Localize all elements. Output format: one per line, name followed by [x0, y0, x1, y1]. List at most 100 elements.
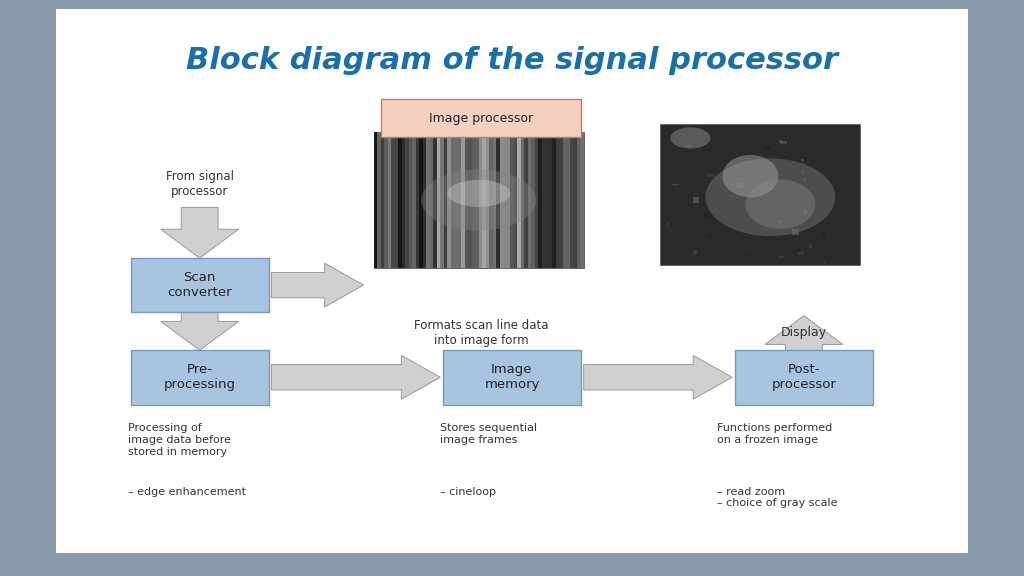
Text: – cineloop: – cineloop — [440, 487, 497, 497]
FancyBboxPatch shape — [381, 99, 581, 137]
Bar — [436, 132, 440, 268]
Bar — [549, 132, 552, 268]
Bar — [478, 132, 482, 268]
Text: Scan
converter: Scan converter — [167, 271, 232, 299]
Bar — [374, 132, 377, 268]
Bar — [778, 256, 783, 258]
Bar — [413, 132, 416, 268]
Bar — [755, 253, 762, 256]
Bar — [698, 175, 701, 177]
Bar — [778, 221, 781, 222]
Ellipse shape — [706, 158, 836, 236]
Ellipse shape — [671, 127, 711, 149]
Bar — [433, 132, 436, 268]
Bar — [489, 132, 493, 268]
Polygon shape — [161, 312, 239, 350]
Bar — [809, 244, 812, 248]
Ellipse shape — [447, 180, 510, 207]
Bar — [443, 132, 447, 268]
Bar — [377, 132, 381, 268]
Bar — [455, 132, 458, 268]
Bar — [804, 210, 807, 215]
Bar — [440, 132, 443, 268]
FancyBboxPatch shape — [442, 350, 582, 405]
Bar — [667, 228, 672, 233]
Text: Pre-
processing: Pre- processing — [164, 363, 236, 391]
Bar — [482, 132, 485, 268]
Bar — [531, 132, 535, 268]
Bar — [777, 194, 779, 195]
Bar — [673, 184, 679, 186]
Bar — [542, 132, 545, 268]
Bar — [398, 132, 401, 268]
Bar — [468, 132, 472, 268]
Bar — [416, 132, 419, 268]
Bar — [821, 232, 825, 237]
Bar — [804, 178, 807, 180]
Bar — [727, 175, 734, 177]
Bar — [426, 132, 430, 268]
Bar — [787, 240, 791, 242]
Bar — [374, 132, 584, 268]
Bar — [485, 132, 489, 268]
Polygon shape — [271, 263, 364, 307]
Bar — [808, 157, 814, 159]
Bar — [559, 132, 562, 268]
Bar — [781, 141, 787, 144]
Bar — [556, 132, 559, 268]
Bar — [563, 132, 566, 268]
Bar — [465, 132, 468, 268]
Ellipse shape — [722, 155, 778, 197]
FancyBboxPatch shape — [735, 350, 872, 405]
Bar — [447, 132, 451, 268]
Bar — [813, 188, 815, 194]
Bar — [384, 132, 388, 268]
Bar — [539, 132, 542, 268]
Bar — [693, 197, 699, 203]
Bar — [802, 169, 804, 175]
Bar — [497, 132, 500, 268]
Bar — [693, 251, 697, 255]
Bar — [566, 132, 569, 268]
Bar — [535, 132, 539, 268]
Bar — [690, 204, 694, 210]
Bar — [708, 174, 715, 177]
Bar — [712, 185, 720, 187]
Text: Image processor: Image processor — [429, 112, 534, 124]
Bar — [776, 231, 780, 232]
Bar — [778, 140, 782, 143]
Polygon shape — [765, 316, 843, 351]
Bar — [503, 132, 507, 268]
Bar — [472, 132, 475, 268]
Bar — [461, 132, 465, 268]
Bar — [475, 132, 478, 268]
Bar — [510, 132, 514, 268]
Text: From signal
processor: From signal processor — [166, 170, 233, 198]
Bar — [514, 132, 517, 268]
Bar — [667, 222, 669, 227]
Bar — [672, 184, 679, 185]
Bar — [500, 132, 503, 268]
Bar — [686, 145, 692, 147]
Polygon shape — [161, 207, 239, 258]
Bar — [581, 132, 584, 268]
Text: – read zoom
– choice of gray scale: – read zoom – choice of gray scale — [717, 487, 838, 508]
Text: Stores sequential
image frames: Stores sequential image frames — [440, 423, 538, 445]
Bar — [524, 132, 527, 268]
FancyBboxPatch shape — [131, 350, 268, 405]
Text: Functions performed
on a frozen image: Functions performed on a frozen image — [717, 423, 833, 445]
Text: Post-
processor: Post- processor — [771, 363, 837, 391]
Polygon shape — [584, 355, 732, 399]
Bar — [419, 132, 423, 268]
Bar — [660, 124, 860, 265]
Text: Processing of
image data before
stored in memory: Processing of image data before stored i… — [128, 423, 231, 457]
Bar — [757, 219, 759, 221]
Bar — [517, 132, 520, 268]
Bar — [552, 132, 556, 268]
FancyBboxPatch shape — [131, 258, 268, 312]
Bar — [577, 132, 581, 268]
Bar — [764, 146, 770, 149]
Bar — [423, 132, 426, 268]
Bar — [391, 132, 395, 268]
Bar — [688, 227, 691, 230]
